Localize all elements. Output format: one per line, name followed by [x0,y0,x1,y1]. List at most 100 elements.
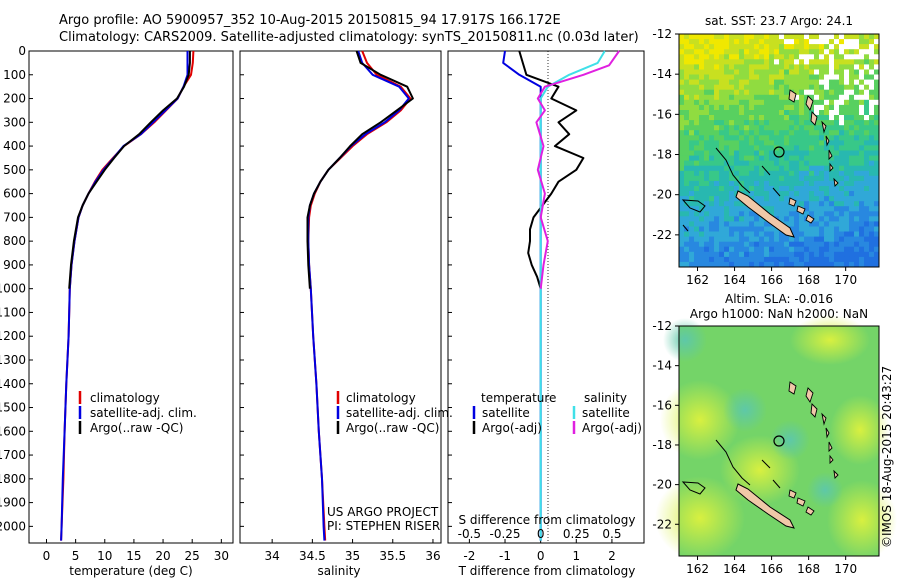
sst-pixel [774,135,780,141]
sst-pixel [734,211,740,217]
depth-tick-label: 500 [3,163,26,177]
salinity-x-axis: 34 34.5 35 35.5 36 [265,539,441,563]
sst-pixel [709,59,715,65]
sst-pixel [684,39,690,45]
sst-pixel [829,89,835,96]
sst-pixel [809,165,815,172]
sst-pixel [684,135,690,141]
sst-pixel [729,110,735,116]
sst-pixel [844,201,850,207]
sst-pixel [714,246,720,253]
sst-pixel [809,231,815,237]
sst-pixel [814,140,820,146]
sst-pixel [724,89,730,96]
sst-pixel [764,54,770,60]
sst-pixel [809,241,815,248]
sst-pixel [834,201,840,207]
sst-pixel [854,64,860,70]
sst-pixel [869,94,875,101]
legend-label-t-argo: Argo(-adj) [482,421,542,435]
reef-outline [715,439,781,489]
series-line-salinity-argo-adj [535,50,620,289]
sst-pixel [684,191,690,197]
sst-pixel [844,216,850,222]
sst-pixel [774,150,780,156]
sst-pixel [764,89,770,96]
sst-pixel [874,140,880,146]
sst-pixel [724,236,730,242]
sst-pixel [679,170,685,177]
sst-pixel [759,160,765,166]
sst-pixel [789,186,795,192]
sst-pixel [739,74,745,80]
sst-pixel [854,115,860,121]
sst-pixel [714,99,720,106]
sst-pixel [799,64,805,70]
sst-pixel [849,89,855,96]
sst-pixel [859,69,865,75]
sst-pixel [869,99,875,106]
sst-pixel [839,246,845,253]
sst-pixel [684,99,690,106]
sst-pixel [824,256,830,263]
sst-pixel [834,155,840,161]
sst-pixel [714,89,720,96]
sst-pixel [814,74,820,80]
sst-pixel [749,175,755,182]
sst-pixel [854,150,860,156]
depth-tick-label: 1500 [0,401,26,415]
sst-pixel [814,206,820,212]
sst-pixel [844,49,850,55]
sst-pixel [724,216,730,222]
sst-pixel [744,150,750,156]
sst-pixel [754,160,760,166]
sst-pixel [694,125,700,131]
sst-pixel [824,221,830,227]
sst-pixel [739,211,745,217]
sst-pixel [739,261,745,268]
sst-pixel [774,54,780,60]
sst-pixel [734,251,740,258]
sst-pixel [699,99,705,106]
sst-pixel [784,150,790,156]
sst-pixel [839,84,845,91]
sst-pixel [774,44,780,50]
sst-pixel [774,170,780,177]
legend-label-climatology: climatology [90,391,160,405]
sst-pixel [874,130,880,136]
sst-pixel [739,110,745,116]
sst-pixel [824,150,830,156]
sst-pixel [729,84,735,91]
sst-pixel [874,191,880,197]
sst-pixel [684,256,690,263]
sst-pixel [679,226,685,232]
sla-low-blob [663,318,707,362]
sst-pixel [779,241,785,248]
sst-pixel [839,64,845,70]
sst-pixel [814,59,820,65]
sst-pixel [819,206,825,212]
sst-pixel [749,150,755,156]
sst-pixel [839,206,845,212]
sst-pixel [814,191,820,197]
sst-pixel [869,120,875,126]
sst-pixel [814,54,820,60]
sst-pixel [834,135,840,141]
sst-pixel [704,140,710,146]
sst-pixel [844,64,850,70]
sst-pixel [694,211,700,217]
sst-pixel [844,241,850,248]
sst-pixel [859,140,865,146]
sst-pixel [764,206,770,212]
sst-pixel [749,39,755,45]
sst-pixel [689,145,695,151]
sst-pixel [724,170,730,177]
sst-pixel [744,39,750,45]
sst-pixel [729,256,735,263]
sst-pixel [744,246,750,253]
sst-pixel [794,236,800,242]
sla-map-coastlines [681,381,839,529]
sst-pixel [714,236,720,242]
sst-pixel [749,54,755,60]
